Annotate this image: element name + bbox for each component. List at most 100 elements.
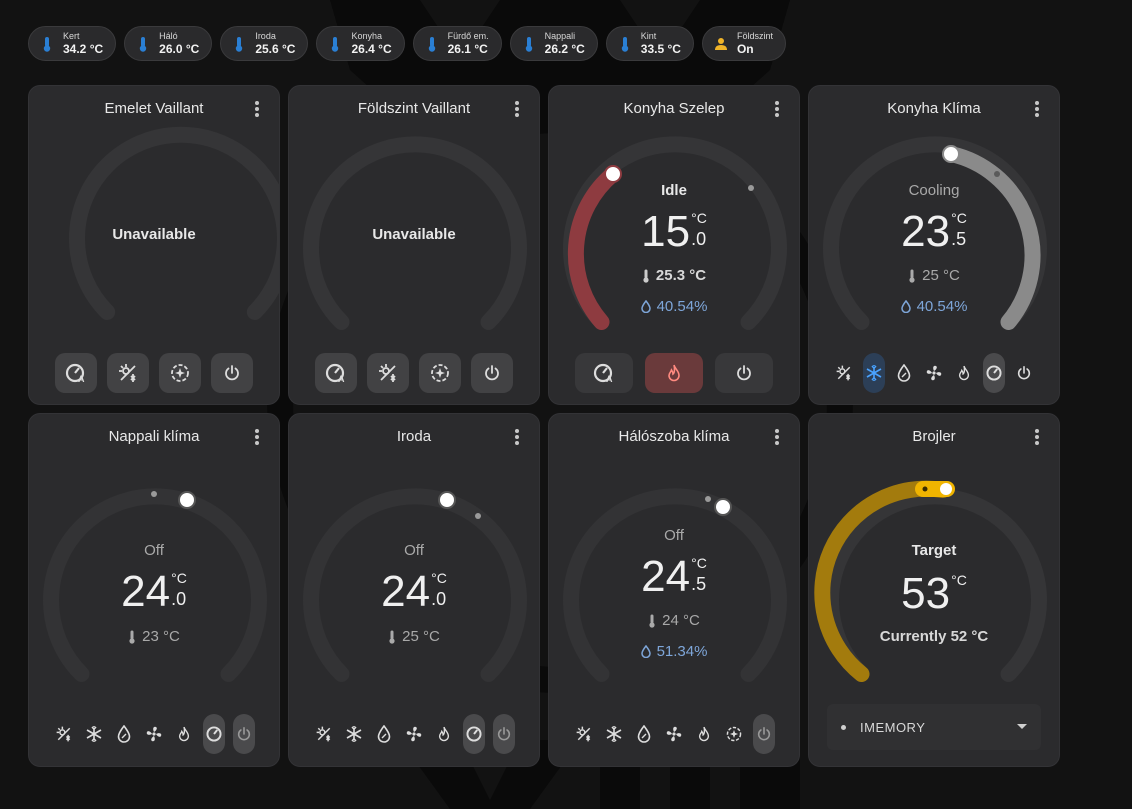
more-options-icon[interactable]	[1031, 427, 1043, 447]
mode-buttons: A	[29, 353, 279, 393]
power-button[interactable]	[211, 353, 253, 393]
target-temperature: 53 °C	[809, 572, 1059, 616]
chip-name: Földszint	[736, 31, 773, 41]
chip-name: Háló	[159, 31, 178, 41]
cool-mode-button[interactable]	[603, 714, 625, 754]
dry-mode-button[interactable]	[367, 353, 409, 393]
auto-mode-button[interactable]	[203, 714, 225, 754]
heat-mode-button[interactable]	[645, 353, 703, 393]
current-temp-marker	[748, 185, 754, 191]
thermometer-icon	[521, 36, 537, 52]
eco-mode-button[interactable]	[159, 353, 201, 393]
thermometer-icon	[424, 36, 440, 52]
power-icon	[757, 726, 771, 741]
thermometer-icon	[135, 36, 151, 52]
power-button[interactable]	[1013, 353, 1035, 393]
svg-text:A: A	[606, 374, 613, 384]
fan-mode-button[interactable]	[403, 714, 425, 754]
power-button[interactable]	[471, 353, 513, 393]
chip-kert[interactable]: Kert 34.2 °C	[28, 26, 117, 61]
chip-konyha[interactable]: Konyha 26.4 °C	[316, 26, 405, 61]
water-percent-icon	[117, 725, 131, 743]
card-title: Iroda	[396, 428, 432, 445]
chip-nappali[interactable]: Nappali 26.2 °C	[509, 26, 598, 61]
dry-drop-button[interactable]	[373, 714, 395, 754]
humidity-value: 40.54%	[656, 298, 708, 315]
auto-mode-button[interactable]: A	[315, 353, 357, 393]
target-temperature: 24 °C .0	[289, 570, 539, 614]
sun-snow-icon	[119, 364, 136, 382]
dry-drop-button[interactable]	[893, 353, 915, 393]
operation-mode-select[interactable]: IMEMORY	[827, 704, 1041, 750]
dry-mode-button[interactable]	[573, 714, 595, 754]
more-options-icon[interactable]	[251, 99, 263, 119]
water-percent-icon	[637, 725, 651, 743]
power-button[interactable]	[715, 353, 773, 393]
heat-mode-button[interactable]	[953, 353, 975, 393]
target-int: 53	[901, 569, 951, 618]
setpoint-handle	[178, 491, 196, 509]
svg-text:A: A	[78, 374, 85, 384]
mode-buttons	[809, 353, 1059, 393]
dry-mode-button[interactable]	[833, 353, 855, 393]
fan-mode-button[interactable]	[923, 353, 945, 393]
auto-mode-button[interactable]: A	[575, 353, 633, 393]
cool-mode-button[interactable]	[863, 353, 885, 393]
target-temperature: 24 °C .5	[549, 555, 799, 599]
cool-mode-button[interactable]	[343, 714, 365, 754]
dry-mode-button[interactable]	[313, 714, 335, 754]
mode-buttons	[29, 714, 279, 754]
power-button[interactable]	[233, 714, 255, 754]
more-options-icon[interactable]	[251, 427, 263, 447]
power-button[interactable]	[753, 714, 775, 754]
more-options-icon[interactable]	[511, 427, 523, 447]
heat-mode-button[interactable]	[693, 714, 715, 754]
dry-mode-button[interactable]	[53, 714, 75, 754]
dry-drop-button[interactable]	[633, 714, 655, 754]
mode-buttons	[289, 714, 539, 754]
chip-name: Kint	[640, 31, 657, 41]
current-temperature: Currently 52 °C	[879, 628, 989, 645]
cool-mode-button[interactable]	[83, 714, 105, 754]
chip-kint[interactable]: Kint 33.5 °C	[605, 26, 694, 61]
thermostat-dial	[563, 136, 787, 330]
eco-mode-button[interactable]	[723, 714, 745, 754]
fan-mode-button[interactable]	[143, 714, 165, 754]
power-icon	[1017, 365, 1031, 380]
auto-mode-button[interactable]: A	[55, 353, 97, 393]
eco-mode-button[interactable]	[419, 353, 461, 393]
auto-mode-icon	[986, 365, 1002, 381]
target-unit: °C	[431, 570, 447, 586]
chip-iroda[interactable]: Iroda 25.6 °C	[220, 26, 309, 61]
card-brojler: Brojler Target 53 °C Currently 52 °C IME…	[808, 413, 1060, 767]
chip-name: Fürdő em.	[447, 31, 489, 41]
power-button[interactable]	[493, 714, 515, 754]
target-int: 24	[121, 567, 171, 616]
dry-mode-button[interactable]	[107, 353, 149, 393]
fan-mode-button[interactable]	[663, 714, 685, 754]
chip-foldszint[interactable]: Földszint On	[701, 26, 786, 61]
target-unit: °C	[691, 555, 707, 571]
more-options-icon[interactable]	[771, 427, 783, 447]
chip-halo[interactable]: Háló 26.0 °C	[124, 26, 213, 61]
heat-arc	[567, 166, 621, 330]
auto-mode-button[interactable]	[983, 353, 1005, 393]
thermometer-icon	[643, 269, 649, 283]
chip-furdo[interactable]: Fürdő em. 26.1 °C	[412, 26, 502, 61]
chip-name: Kert	[63, 31, 80, 41]
current-temp-marker	[705, 496, 711, 502]
more-options-icon[interactable]	[1031, 99, 1043, 119]
thermometer-icon	[617, 36, 633, 52]
more-options-icon[interactable]	[771, 99, 783, 119]
water-percent-icon	[377, 725, 391, 743]
chip-value: 25.6 °C	[255, 42, 296, 56]
auto-mode-button[interactable]	[463, 714, 485, 754]
hvac-action: Off	[404, 542, 424, 559]
heat-mode-button[interactable]	[433, 714, 455, 754]
thermometer-icon	[327, 36, 343, 52]
heat-mode-button[interactable]	[173, 714, 195, 754]
target-unit: °C	[951, 572, 967, 588]
target-dec: .0	[691, 229, 707, 249]
dry-drop-button[interactable]	[113, 714, 135, 754]
more-options-icon[interactable]	[511, 99, 523, 119]
